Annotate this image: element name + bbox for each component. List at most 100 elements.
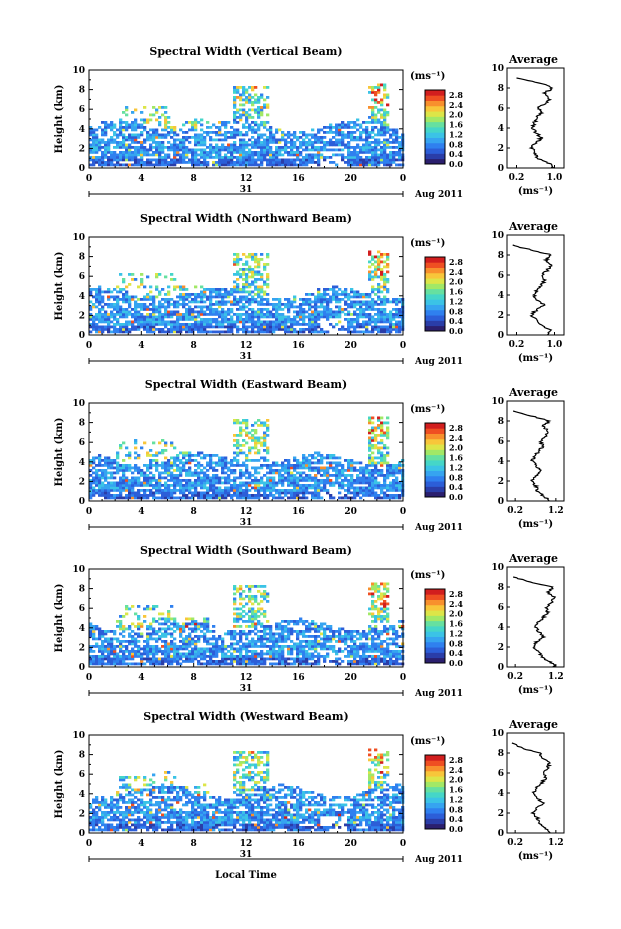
heatmap-cell xyxy=(164,153,168,157)
heatmap-cell xyxy=(392,464,396,467)
heatmap-cell xyxy=(380,431,384,435)
heatmap-cell xyxy=(263,263,267,266)
heatmap-cell xyxy=(266,466,270,470)
heatmap-cell xyxy=(266,310,270,314)
heatmap-cell xyxy=(104,123,108,127)
heatmap-cell xyxy=(218,293,222,296)
heatmap-cell xyxy=(218,496,222,500)
heatmap-cell xyxy=(377,143,381,147)
heatmap-cell xyxy=(107,320,111,324)
heatmap-cell xyxy=(371,469,375,472)
heatmap-cell xyxy=(116,489,120,492)
heatmap-cell xyxy=(98,141,102,144)
heatmap-cell xyxy=(368,158,372,162)
heatmap-cell xyxy=(188,469,192,472)
heatmap-cell xyxy=(92,456,96,460)
heatmap-cell xyxy=(323,315,327,319)
heatmap-cell xyxy=(200,476,204,480)
heatmap-cell xyxy=(134,300,138,304)
heatmap-cell xyxy=(116,161,120,164)
heatmap-cell xyxy=(194,153,198,157)
heatmap-cell xyxy=(260,275,264,279)
heatmap-cell xyxy=(392,156,396,159)
heatmap-cell xyxy=(239,318,243,321)
heatmap-cell xyxy=(203,313,207,316)
heatmap-cell xyxy=(200,491,204,495)
heatmap-cell xyxy=(371,278,375,281)
heatmap-cell xyxy=(335,298,339,301)
heatmap-cell xyxy=(233,323,237,326)
heatmap-cell xyxy=(326,148,330,152)
heatmap-cell xyxy=(395,330,399,334)
heatmap-cell xyxy=(143,161,147,164)
heatmap-cell xyxy=(104,318,108,321)
heatmap-cell xyxy=(365,300,369,304)
heatmap-cell xyxy=(374,273,378,276)
heatmap-cell xyxy=(239,434,243,437)
heatmap-cell xyxy=(182,136,186,139)
heatmap-cell xyxy=(380,270,384,274)
heatmap-cell xyxy=(179,161,183,164)
heatmap-cell xyxy=(149,466,153,470)
heatmap-cell xyxy=(122,645,126,648)
heatmap-cell xyxy=(248,156,252,159)
heatmap-cell xyxy=(365,151,369,154)
heatmap-cell xyxy=(260,489,264,492)
heatmap-cell xyxy=(305,476,309,480)
heatmap-cell xyxy=(350,295,354,299)
heatmap-cell xyxy=(314,451,318,455)
heatmap-cell xyxy=(170,441,174,445)
heatmap-cell xyxy=(389,156,393,159)
heatmap-cell xyxy=(374,265,378,269)
heatmap-cell xyxy=(317,298,321,301)
heatmap-cell xyxy=(275,161,279,164)
heatmap-cell xyxy=(380,310,384,314)
heatmap-cell xyxy=(242,123,246,127)
heatmap-cell xyxy=(170,474,174,477)
heatmap-cell xyxy=(116,153,120,157)
heatmap-cell xyxy=(215,494,219,497)
y-tick-label: 8 xyxy=(79,419,85,429)
heatmap-cell xyxy=(272,494,276,497)
heatmap-cell xyxy=(128,330,132,334)
heatmap-cell xyxy=(194,486,198,490)
heatmap-cell xyxy=(320,315,324,319)
heatmap-cell xyxy=(203,300,207,304)
heatmap-cell xyxy=(110,652,114,656)
heatmap-cell xyxy=(368,441,372,445)
heatmap-cell xyxy=(104,151,108,154)
heatmap-cell xyxy=(236,328,240,331)
heatmap-cell xyxy=(230,288,234,291)
heatmap-cell xyxy=(278,328,282,331)
heatmap-cell xyxy=(254,494,258,497)
heatmap-cell xyxy=(155,275,159,279)
colorbar-tick-label: 1.2 xyxy=(449,462,463,472)
heatmap-cell xyxy=(176,330,180,334)
heatmap-cell xyxy=(260,123,264,127)
heatmap-cell xyxy=(212,161,216,164)
heatmap-cell xyxy=(242,146,246,149)
heatmap-cell xyxy=(233,320,237,324)
heatmap-cell xyxy=(221,143,225,147)
heatmap-cell xyxy=(245,489,249,492)
heatmap-cell xyxy=(179,293,183,296)
heatmap-cell xyxy=(254,273,258,276)
heatmap-cell xyxy=(344,123,348,127)
heatmap-cell xyxy=(173,305,177,309)
heatmap-cell xyxy=(353,491,357,495)
heatmap-cell xyxy=(245,263,249,266)
heatmap-cell xyxy=(227,461,231,465)
heatmap-cell xyxy=(368,265,372,269)
heatmap-cell xyxy=(110,161,114,164)
heatmap-cell xyxy=(317,491,321,495)
heatmap-cell xyxy=(323,131,327,134)
heatmap-cell xyxy=(125,657,129,661)
heatmap-cell xyxy=(227,320,231,324)
heatmap-cell xyxy=(125,136,129,139)
heatmap-cell xyxy=(221,148,225,152)
heatmap-cell xyxy=(155,637,159,641)
heatmap-cell xyxy=(368,484,372,487)
heatmap-cell xyxy=(257,138,261,142)
heatmap-cell xyxy=(380,325,384,329)
heatmap-cell xyxy=(260,106,264,109)
